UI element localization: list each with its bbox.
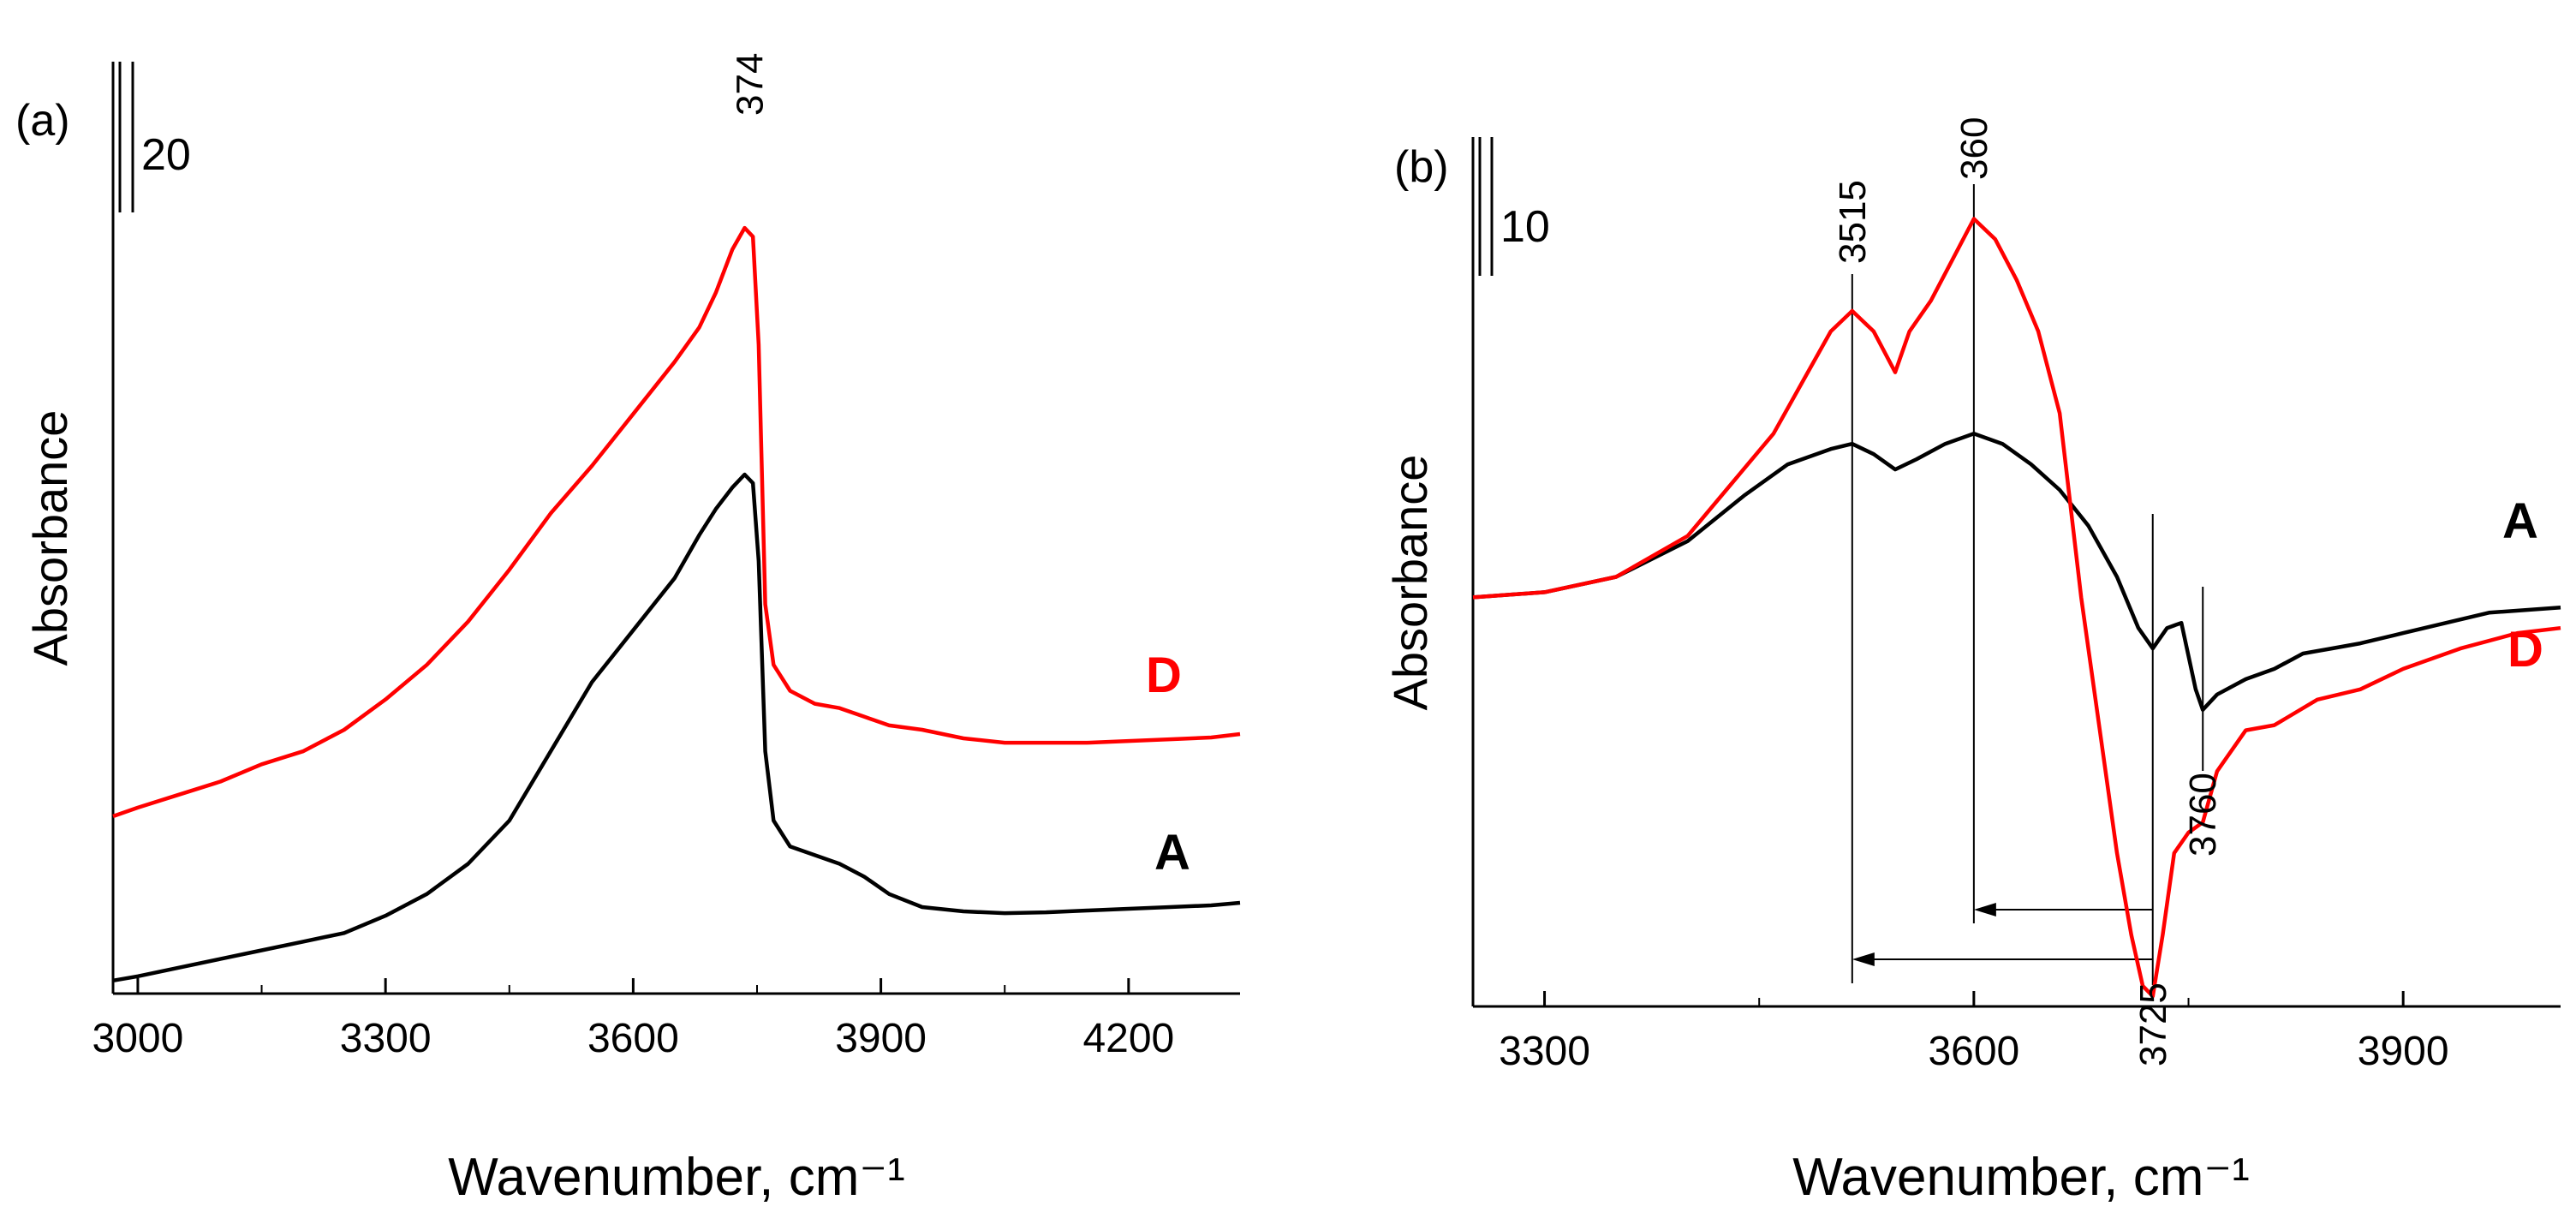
panel-a-x-tick-label-3900: 3900 <box>835 1016 927 1061</box>
panel-b-x-ticks: 3300 3600 3900 <box>1499 991 2449 1074</box>
panel-b-peak-label-360: 360 <box>1953 117 1995 180</box>
panel-a-label: (a) <box>15 96 70 146</box>
panel-a-series-d-line <box>112 225 1241 819</box>
panel-a-peak-label-374: 374 <box>729 53 771 116</box>
panel-a-y-axis-label: Absorbance <box>23 410 77 666</box>
panel-b-peak-label-3515: 3515 <box>1832 180 1874 264</box>
panel-b: (b) 10 3300 3600 3900 3515 360 3725 3760 A… <box>1383 117 2561 1207</box>
panel-a-x-tick-label-3600: 3600 <box>587 1016 679 1061</box>
panel-b-series <box>1472 217 2561 999</box>
panel-b-label: (b) <box>1394 142 1449 192</box>
panel-b-series-d-line <box>1472 217 2561 999</box>
panel-b-peak-label-3760: 3760 <box>2182 773 2224 857</box>
panel-b-scale-bar: 10 <box>1478 137 1550 276</box>
panel-a-x-tick-label-3000: 3000 <box>92 1016 184 1061</box>
panel-a-x-axis-label: Wavenumber, cm⁻¹ <box>448 1148 904 1207</box>
panel-a: (a) 20 3000 3300 3600 3900 4200 374 D A Abso… <box>15 53 1241 1207</box>
panel-a-x-tick-label-4200: 4200 <box>1082 1016 1174 1061</box>
panel-b-x-tick-label-3600: 3600 <box>1928 1029 2019 1074</box>
panel-b-series-a-line <box>1472 432 2561 712</box>
panel-a-scale-bar-label: 20 <box>141 130 191 180</box>
panel-b-series-label-d: D <box>2507 622 2543 678</box>
panel-a-scale-bar: 20 <box>118 62 191 212</box>
panel-b-x-axis-label: Wavenumber, cm⁻¹ <box>1792 1148 2249 1207</box>
panel-b-peak-label-3725: 3725 <box>2132 982 2174 1066</box>
panel-a-series-a-line <box>112 472 1241 983</box>
panel-b-x-tick-label-3300: 3300 <box>1499 1029 1590 1074</box>
panel-a-x-ticks: 3000 3300 3600 3900 4200 <box>92 978 1174 1061</box>
panel-b-arrow-3725-to-3600-head <box>1973 903 1996 916</box>
panel-b-scale-bar-label: 10 <box>1500 202 1550 252</box>
panel-a-series-label-a: A <box>1154 825 1190 881</box>
panel-a-series <box>112 225 1241 983</box>
panel-b-y-axis-label: Absorbance <box>1383 455 1437 711</box>
panel-a-series-label-d: D <box>1146 648 1182 703</box>
panel-b-x-tick-label-3900: 3900 <box>2358 1029 2449 1074</box>
panel-a-x-tick-label-3300: 3300 <box>340 1016 432 1061</box>
panel-b-arrow-3725-to-3515-head <box>1852 952 1875 966</box>
panel-b-series-label-a: A <box>2502 493 2538 549</box>
